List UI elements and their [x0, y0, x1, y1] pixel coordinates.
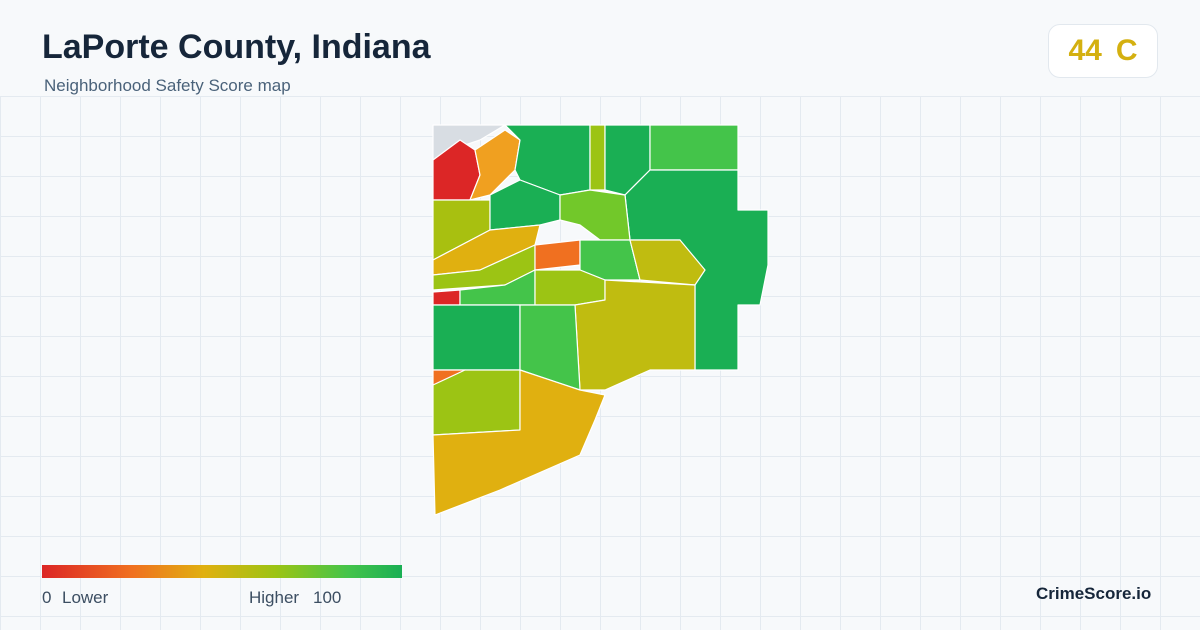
- brand: CrimeScore.io: [1036, 584, 1152, 603]
- region: [534, 239, 581, 271]
- legend-max: 100: [313, 588, 342, 607]
- map-regions: [432, 124, 769, 516]
- title: LaPorte County, Indiana: [42, 28, 431, 66]
- score-badge: 44 C: [1048, 24, 1158, 78]
- region: [579, 239, 641, 281]
- region: [629, 239, 706, 286]
- legend-max-label: Higher: [249, 588, 300, 607]
- region: [534, 269, 606, 306]
- region: [432, 289, 461, 306]
- region: [432, 369, 606, 516]
- region: [559, 189, 631, 241]
- legend-min-label: Lower: [62, 588, 109, 607]
- region: [574, 279, 696, 391]
- region: [649, 124, 739, 171]
- header: LaPorte County, Indiana Neighborhood Saf…: [0, 0, 1200, 96]
- region: [432, 369, 521, 436]
- subtitle: Neighborhood Safety Score map: [44, 76, 291, 95]
- score-grade: C: [1115, 34, 1138, 67]
- region: [432, 304, 521, 371]
- region: [489, 179, 561, 231]
- region: [589, 124, 606, 191]
- region: [469, 129, 521, 201]
- legend-gradient: [42, 565, 402, 578]
- score-value: 44: [1068, 34, 1102, 67]
- legend-min: 0: [42, 588, 52, 607]
